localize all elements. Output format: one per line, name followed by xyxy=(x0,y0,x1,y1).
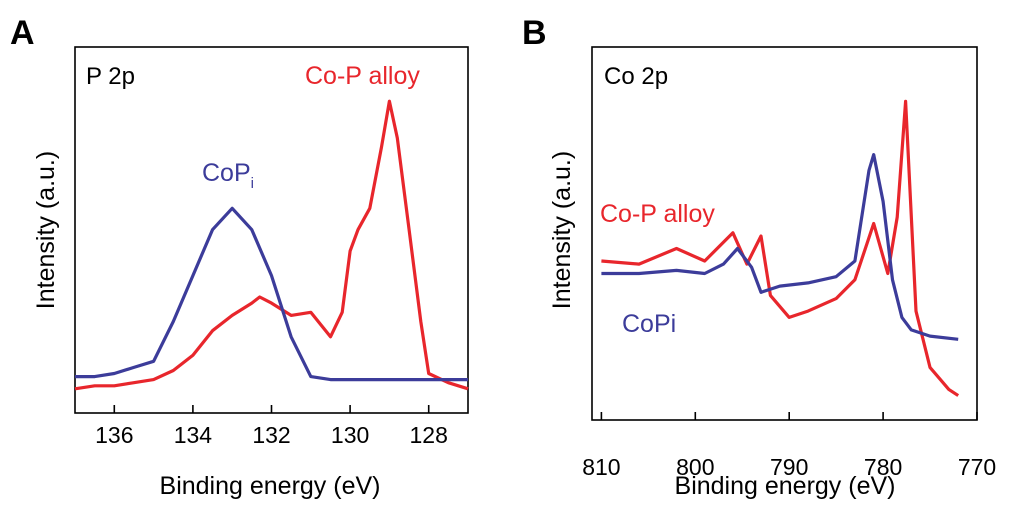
panel-b-series-line-co-p-alloy xyxy=(601,99,960,397)
panel-b-y-axis-title: Intensity (a.u.) xyxy=(548,151,576,309)
panel-b-series xyxy=(601,99,960,397)
panel-a-x-ticks: 136 134 132 130 128 xyxy=(95,405,448,448)
panel-b-letter: B xyxy=(522,14,547,52)
panel-a-series xyxy=(74,99,469,391)
panel-a-copi-subscript: i xyxy=(251,175,254,192)
panel-b: B Co 2p Co-P alloy CoPi 810 800 790 780 770 … xyxy=(522,14,996,500)
panel-b-x-tick-label: 800 xyxy=(676,454,714,480)
panel-b-title: Co 2p xyxy=(604,63,668,90)
panel-a: A P 2p Co-P alloy CoPi 136 134 132 130 128 B… xyxy=(10,14,469,500)
panel-b-x-axis-title: Binding energy (eV) xyxy=(675,472,896,500)
panel-a-copi-main: CoP xyxy=(202,159,251,187)
panel-b-x-tick-label: 810 xyxy=(582,454,620,480)
panel-a-series-line-co-p-alloy xyxy=(74,99,469,391)
panel-a-x-tick-label: 132 xyxy=(252,422,290,448)
panel-a-series-label-copi: CoPi xyxy=(202,159,254,192)
panel-a-x-tick-label: 130 xyxy=(331,422,369,448)
panel-a-x-tick-label: 128 xyxy=(410,422,448,448)
panel-b-x-tick-label: 770 xyxy=(958,454,996,480)
panel-a-x-tick-label: 136 xyxy=(95,422,133,448)
panel-b-series-label-copi: CoPi xyxy=(622,310,676,338)
panel-a-title: P 2p xyxy=(86,63,135,90)
panel-a-series-label-co-p-alloy: Co-P alloy xyxy=(305,62,420,90)
panel-a-x-axis-title: Binding energy (eV) xyxy=(160,472,381,500)
panel-a-letter: A xyxy=(10,14,35,52)
panel-a-y-axis-title: Intensity (a.u.) xyxy=(32,151,60,309)
panel-a-series-line-copi xyxy=(75,206,468,382)
panel-b-x-ticks: 810 800 790 780 770 xyxy=(582,412,996,480)
panel-b-x-tick-label: 790 xyxy=(770,454,808,480)
panel-b-series-label-co-p-alloy: Co-P alloy xyxy=(600,200,715,228)
panel-a-x-tick-label: 134 xyxy=(174,422,213,448)
panel-b-x-tick-label: 780 xyxy=(864,454,902,480)
panel-b-frame xyxy=(591,46,978,421)
panel-b-series-line-copi xyxy=(601,153,959,341)
